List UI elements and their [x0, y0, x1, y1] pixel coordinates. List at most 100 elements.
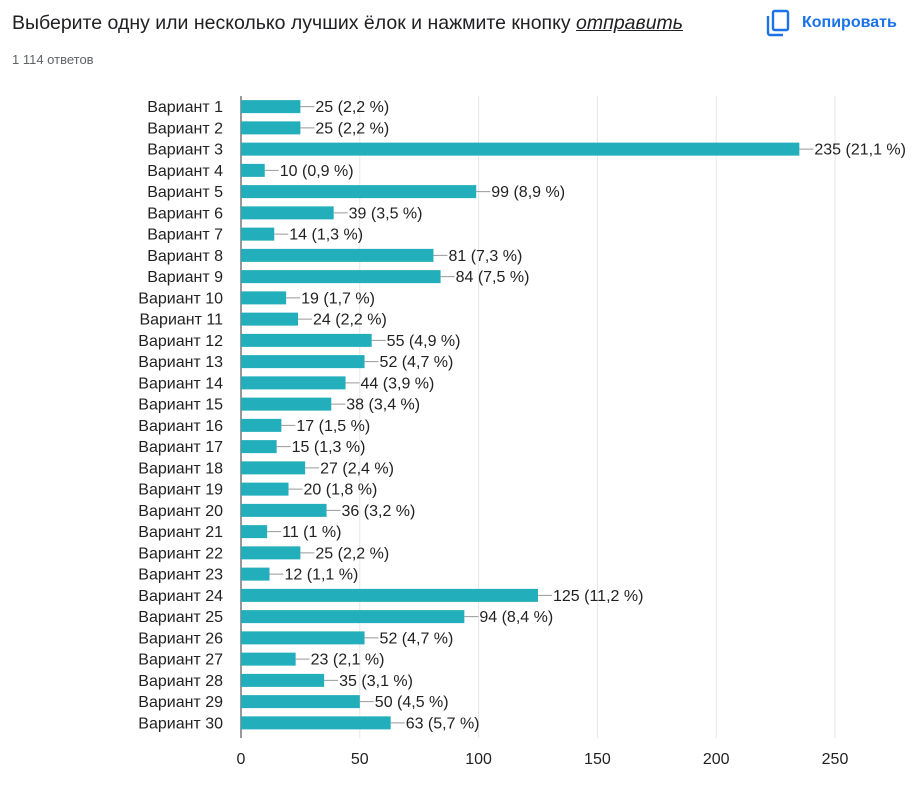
x-tick-label: 150 — [584, 751, 611, 768]
bar — [241, 716, 391, 730]
bar — [241, 163, 265, 177]
bar — [241, 503, 327, 517]
bar — [241, 270, 441, 284]
data-label: 27 (2,4 %) — [320, 460, 394, 477]
bar — [241, 525, 268, 539]
category-label: Вариант 24 — [138, 588, 223, 605]
category-label: Вариант 19 — [138, 482, 223, 499]
category-label: Вариант 8 — [147, 248, 223, 265]
category-label: Вариант 23 — [138, 567, 223, 584]
category-label: Вариант 18 — [138, 460, 223, 477]
bar — [241, 333, 372, 347]
copy-button[interactable]: Копировать — [762, 6, 901, 40]
data-label: 94 (8,4 %) — [479, 609, 553, 626]
category-label: Вариант 14 — [138, 375, 223, 392]
category-label: Вариант 1 — [147, 99, 223, 116]
responses-count: 1 114 ответов — [12, 52, 94, 67]
bar — [241, 376, 346, 390]
data-label: 10 (0,9 %) — [280, 163, 354, 180]
data-label: 15 (1,3 %) — [292, 439, 366, 456]
data-label: 55 (4,9 %) — [387, 333, 461, 350]
category-label: Вариант 20 — [138, 503, 223, 520]
bar — [241, 227, 275, 241]
bar — [241, 248, 434, 262]
bar — [241, 546, 301, 560]
bar — [241, 185, 477, 199]
category-label: Вариант 6 — [147, 205, 223, 222]
data-label: 84 (7,5 %) — [456, 269, 530, 286]
bar-chart: 0 50 100 150 200 250 Вариант 1 25 (2,2 %) Вариан… — [138, 96, 906, 768]
category-label: Вариант 26 — [138, 630, 223, 647]
category-label: Вариант 29 — [138, 694, 223, 711]
copy-button-label: Копировать — [802, 14, 897, 31]
data-label: 19 (1,7 %) — [301, 290, 375, 307]
bar — [241, 418, 282, 432]
question-title-link-word: отправить — [576, 12, 684, 34]
data-label: 25 (2,2 %) — [315, 120, 389, 137]
data-label: 39 (3,5 %) — [349, 205, 423, 222]
category-label: Вариант 17 — [138, 439, 223, 456]
category-label: Вариант 7 — [147, 227, 223, 244]
x-tick-label: 0 — [237, 751, 246, 768]
question-title: Выберите одну или несколько лучших ёлок … — [12, 12, 683, 35]
data-label: 44 (3,9 %) — [361, 375, 435, 392]
x-tick-label: 50 — [351, 751, 369, 768]
category-label: Вариант 15 — [138, 397, 223, 414]
bar — [241, 461, 306, 475]
category-label: Вариант 9 — [147, 269, 223, 286]
data-label: 125 (11,2 %) — [553, 588, 643, 605]
question-header: Выберите одну или несколько лучших ёлок … — [0, 0, 922, 80]
bar — [241, 100, 301, 114]
category-label: Вариант 5 — [147, 184, 223, 201]
category-label: Вариант 4 — [147, 163, 223, 180]
category-label: Вариант 11 — [139, 312, 223, 329]
data-label: 25 (2,2 %) — [315, 99, 389, 116]
data-label: 12 (1,1 %) — [285, 567, 359, 584]
category-label: Вариант 30 — [138, 715, 223, 732]
x-tick-label: 200 — [703, 751, 730, 768]
bar — [241, 482, 289, 496]
bar — [241, 440, 277, 454]
x-tick-label: 100 — [465, 751, 492, 768]
data-label: 14 (1,3 %) — [289, 227, 363, 244]
bar — [241, 652, 296, 666]
bar — [241, 121, 301, 135]
category-label: Вариант 27 — [138, 652, 223, 669]
data-label: 81 (7,3 %) — [448, 248, 522, 265]
data-label: 35 (3,1 %) — [339, 673, 413, 690]
category-label: Вариант 3 — [147, 142, 223, 159]
data-label: 63 (5,7 %) — [406, 715, 480, 732]
category-label: Вариант 22 — [138, 545, 223, 562]
question-title-text: Выберите одну или несколько лучших ёлок … — [12, 12, 577, 34]
data-label: 36 (3,2 %) — [342, 503, 416, 520]
bar — [241, 588, 538, 602]
data-label: 99 (8,9 %) — [491, 184, 565, 201]
data-label: 52 (4,7 %) — [380, 630, 454, 647]
category-label: Вариант 12 — [138, 333, 223, 350]
data-label: 25 (2,2 %) — [315, 545, 389, 562]
data-label: 11 (1 %) — [282, 524, 341, 541]
data-label: 23 (2,1 %) — [311, 652, 385, 669]
bar — [241, 397, 332, 411]
data-label: 17 (1,5 %) — [296, 418, 370, 435]
bar — [241, 610, 465, 624]
bar — [241, 673, 325, 687]
bar — [241, 631, 365, 645]
bar — [241, 142, 800, 156]
bar — [241, 695, 360, 709]
data-label: 20 (1,8 %) — [304, 482, 378, 499]
data-label: 50 (4,5 %) — [375, 694, 449, 711]
bar — [241, 567, 270, 581]
bar — [241, 355, 365, 369]
bar — [241, 206, 334, 220]
category-label: Вариант 2 — [147, 120, 223, 137]
x-tick-label: 250 — [822, 751, 849, 768]
copy-icon — [766, 9, 790, 37]
data-label: 52 (4,7 %) — [380, 354, 454, 371]
category-label: Вариант 16 — [138, 418, 223, 435]
category-label: Вариант 10 — [138, 290, 223, 307]
bar — [241, 291, 287, 305]
category-label: Вариант 13 — [138, 354, 223, 371]
data-label: 38 (3,4 %) — [346, 397, 420, 414]
category-label: Вариант 25 — [138, 609, 223, 626]
